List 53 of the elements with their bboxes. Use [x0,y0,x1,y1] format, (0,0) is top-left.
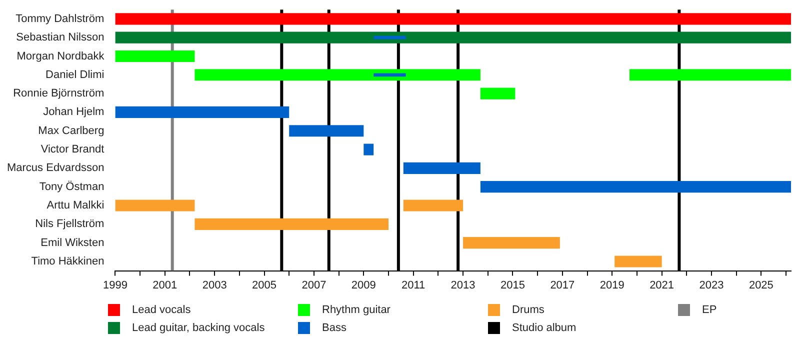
y-tick-label: Emil Wiksten [40,236,104,249]
bar [463,237,560,249]
x-tick-label: 2025 [748,279,774,292]
x-tick-label: 2011 [402,279,426,292]
bar [115,106,290,118]
bar [289,125,364,137]
y-tick-label: Timo Häkkinen [31,256,104,268]
y-tick-label: Tony Östman [39,180,104,193]
bar [115,50,195,62]
bar [194,69,480,81]
legend-label: Studio album [512,322,576,334]
bar [374,36,406,40]
legend-label: Lead guitar, backing vocals [132,322,265,334]
y-tick-label: Johan Hjelm [43,106,104,118]
bar [194,218,389,230]
y-tick-label: Daniel Dlimi [46,68,104,81]
x-tick-label: 2005 [252,279,277,292]
x-tick-label: 1999 [102,279,128,292]
y-tick-label: Arttu Malkki [46,200,104,212]
y-tick-label: Max Carlberg [38,124,104,137]
bar [403,200,464,212]
x-tick-label: 2007 [302,279,326,292]
bar [115,13,791,25]
bar [115,32,791,44]
bar [403,162,480,174]
y-tick-label: Sebastian Nilsson [16,32,104,44]
bar [614,256,662,268]
y-tick-label: Ronnie Björnström [13,88,104,100]
x-tick-label: 2001 [152,279,178,292]
bar [364,144,374,156]
bar [374,73,406,77]
y-tick-label: Victor Brandt [40,144,104,156]
legend-label: Rhythm guitar [322,304,390,316]
x-tick-label: 2021 [650,279,674,292]
legend-label: Bass [322,322,346,334]
legend-label: EP [702,304,717,316]
x-tick-label: 2023 [699,279,724,292]
y-tick-label: Morgan Nordbakk [16,50,105,62]
x-tick-label: 2009 [351,279,376,292]
y-tick-label: Nils Fjellström [35,218,104,230]
x-tick-label: 2017 [550,279,575,292]
x-tick-label: 2003 [202,279,227,292]
legend-label: Lead vocals [132,304,191,316]
legend-label: Drums [512,304,544,316]
bar [480,88,516,100]
bar [480,181,791,193]
y-tick-label: Marcus Edvardsson [6,162,104,174]
x-tick-label: 2019 [600,279,624,292]
bar [115,200,195,212]
x-tick-label: 2013 [450,279,476,292]
y-tick-label: Tommy Dahlström [16,12,104,25]
bar [630,69,791,81]
x-tick-label: 2015 [500,279,525,292]
